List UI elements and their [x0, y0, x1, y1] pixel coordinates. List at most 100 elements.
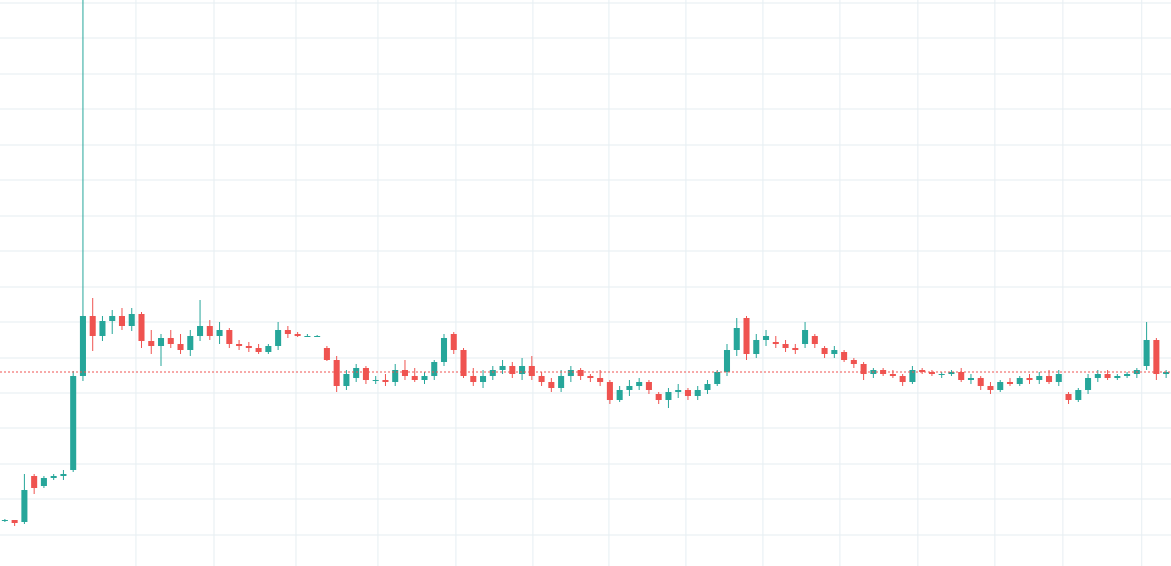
candle-body: [772, 342, 779, 344]
candle-body: [597, 378, 604, 382]
candle-body: [519, 366, 526, 374]
candle-body: [821, 348, 828, 354]
candle-body: [1114, 376, 1121, 378]
candle-body: [1036, 376, 1043, 380]
candle-body: [323, 348, 330, 360]
candle-body: [294, 334, 301, 336]
candle-body: [128, 314, 135, 326]
candle-body: [733, 328, 740, 350]
candle-body: [811, 336, 818, 344]
candle-body: [89, 316, 96, 336]
candle-body: [411, 376, 418, 380]
candle-body: [50, 476, 57, 478]
candle-body: [753, 340, 760, 354]
candle-body: [99, 321, 106, 336]
candle-body: [177, 344, 184, 350]
candle-body: [850, 360, 857, 364]
candle-body: [782, 344, 789, 348]
candle-body: [206, 326, 213, 336]
candle-body: [1006, 382, 1014, 384]
candle-body: [460, 350, 467, 376]
candle-body: [1163, 372, 1170, 374]
candle-body: [792, 348, 799, 350]
candle-body: [265, 346, 272, 352]
candle-body: [431, 362, 438, 376]
candle-body: [889, 374, 896, 376]
candle-body: [450, 334, 457, 350]
candle-body: [353, 368, 360, 378]
candle-body: [1055, 374, 1062, 382]
candle-body: [987, 386, 994, 390]
candle-body: [480, 376, 487, 382]
candle-body: [1104, 374, 1111, 378]
candle-body: [216, 330, 223, 336]
candle-body: [704, 384, 711, 390]
candle-body: [489, 370, 496, 376]
candle-body: [899, 376, 906, 382]
candle-body: [118, 316, 126, 326]
candle-body: [148, 341, 155, 346]
candle-body: [333, 360, 340, 386]
candle-body: [187, 336, 194, 350]
candle-body: [802, 330, 809, 344]
candle-body: [40, 478, 47, 486]
candle-body: [606, 382, 613, 400]
candle-body: [528, 366, 535, 376]
candle-body: [157, 338, 165, 346]
candle-body: [567, 370, 574, 376]
candle-body: [1124, 374, 1131, 376]
candle-body: [401, 370, 408, 376]
candle-body: [362, 368, 369, 380]
candle-body: [880, 370, 887, 374]
candle-body: [665, 392, 672, 400]
candle-body: [626, 386, 633, 390]
candle-body: [645, 382, 652, 390]
candle-body: [860, 364, 867, 374]
candle-body: [997, 382, 1004, 390]
candle-body: [138, 314, 145, 341]
candle-body: [938, 374, 945, 375]
candle-body: [245, 346, 252, 348]
candle-body: [70, 376, 77, 470]
candle-body: [343, 374, 350, 386]
candle-body: [382, 380, 389, 382]
candle-body: [372, 380, 379, 381]
candle-body: [314, 336, 321, 337]
candle-body: [167, 338, 174, 344]
candle-body: [1045, 376, 1053, 382]
candle-body: [60, 474, 67, 476]
candle-body: [1153, 340, 1160, 374]
candle-body: [831, 350, 838, 354]
candle-body: [440, 338, 448, 362]
candle-body: [958, 372, 965, 380]
candle-body: [714, 372, 721, 384]
candle-body: [21, 490, 28, 522]
candle-body: [1094, 374, 1101, 378]
candle-body: [577, 370, 584, 376]
candle-body: [977, 378, 984, 386]
candle-body: [304, 336, 311, 337]
candle-body: [1026, 378, 1033, 380]
candle-body: [694, 390, 701, 396]
candle-body: [470, 376, 477, 382]
candle-body: [1085, 378, 1092, 390]
candle-body: [967, 378, 974, 380]
candle-body: [655, 394, 662, 400]
candle-body: [109, 316, 116, 321]
candle-body: [1075, 390, 1082, 400]
candle-body: [275, 330, 282, 346]
candle-body: [675, 390, 682, 392]
candle-body: [636, 382, 643, 386]
candle-body: [723, 350, 731, 372]
candle-body: [1016, 378, 1023, 384]
candle-body: [841, 352, 848, 360]
candle-body: [684, 390, 691, 396]
candle-body: [928, 372, 935, 374]
candle-body: [538, 376, 545, 382]
candle-body: [226, 330, 233, 344]
candle-body: [197, 326, 204, 336]
candle-body: [11, 520, 18, 523]
candle-body: [1143, 340, 1150, 366]
